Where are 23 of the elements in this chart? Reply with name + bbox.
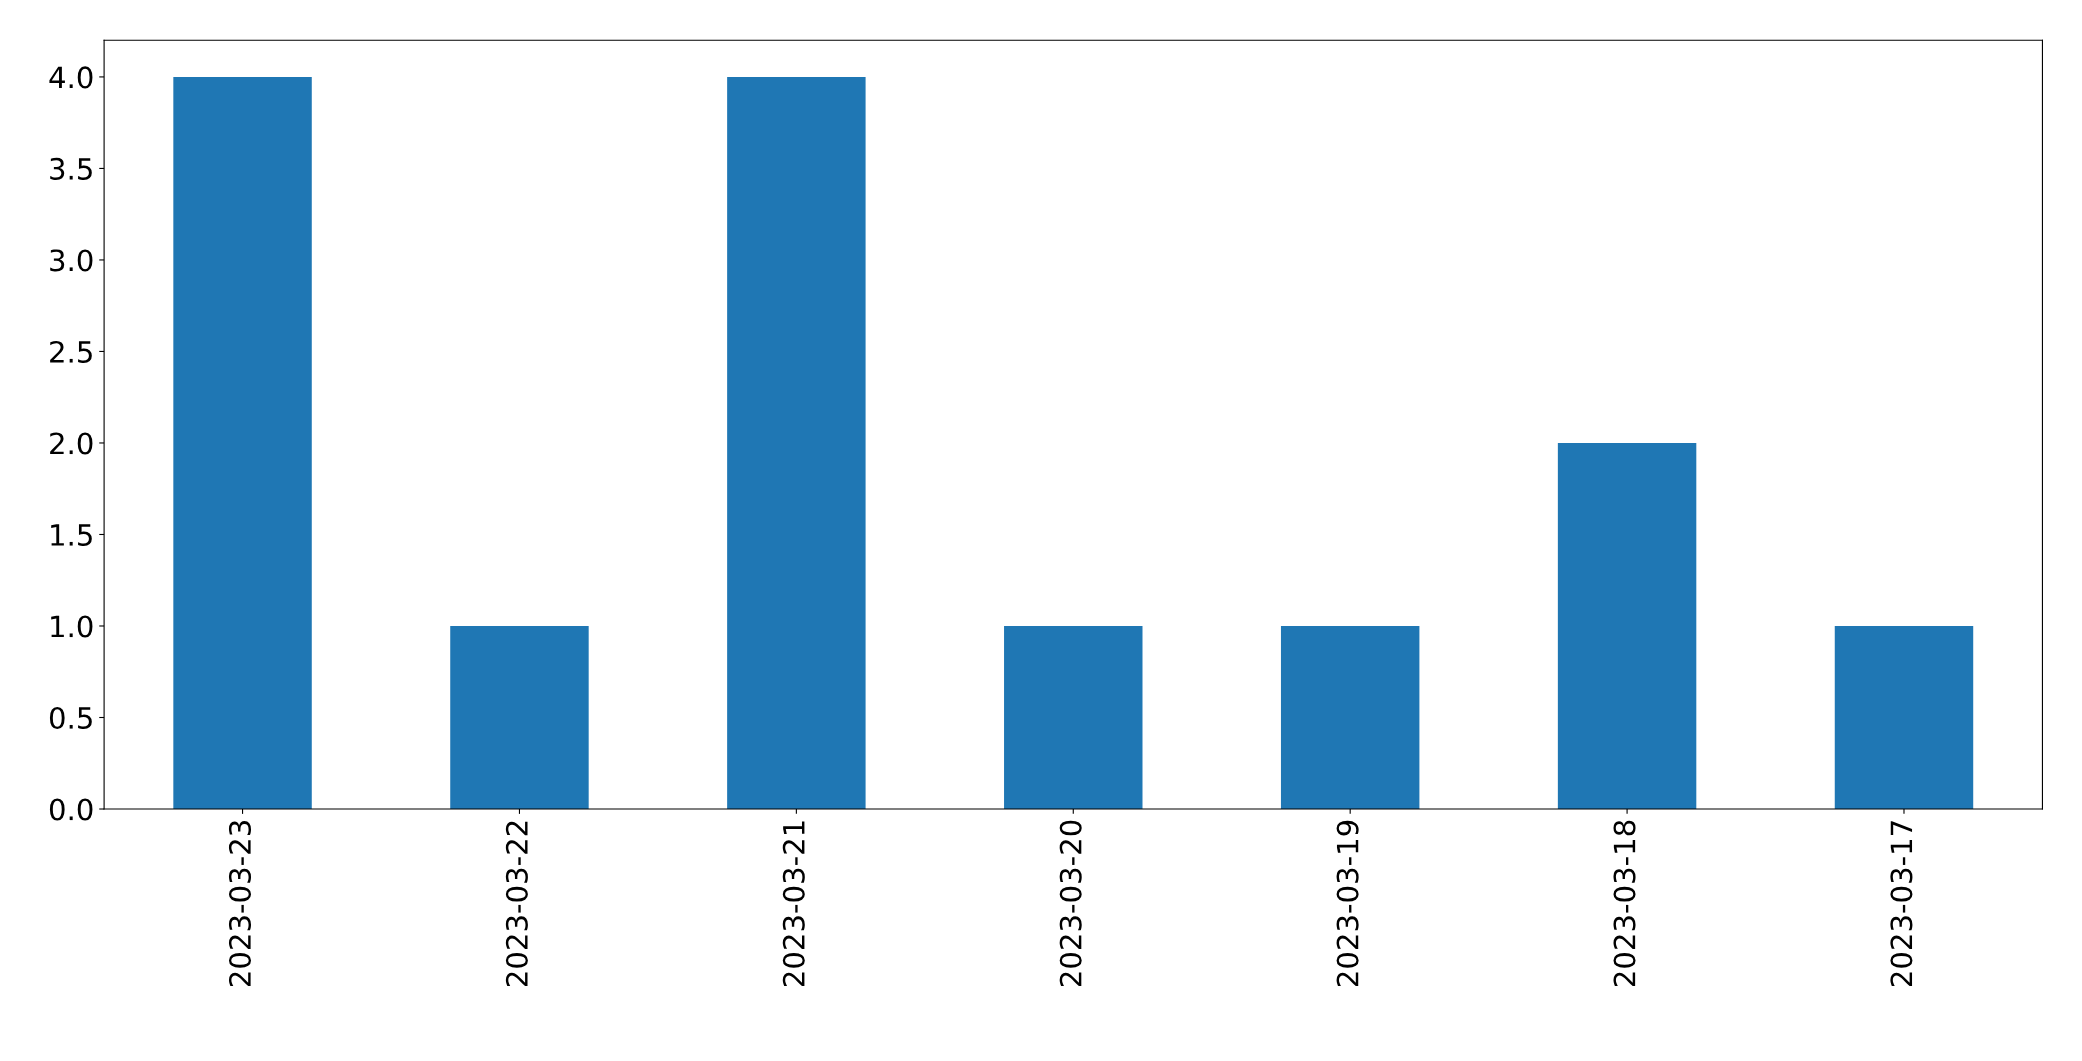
y-tick-label: 4.0 <box>49 66 93 89</box>
x-tick-label: 2023-03-17 <box>1890 821 1913 987</box>
x-tick-label: 2023-03-22 <box>505 821 528 987</box>
y-tick-label: 2.5 <box>50 340 92 363</box>
bar <box>1557 442 1697 810</box>
bar <box>1834 625 1974 810</box>
y-tick-label: 0.0 <box>49 798 93 821</box>
bar <box>1004 625 1143 810</box>
y-tick-label: 1.0 <box>51 615 93 638</box>
y-tick-label: 1.5 <box>51 524 92 546</box>
bar <box>450 625 589 810</box>
x-tick-label: 2023-03-19 <box>1336 820 1359 987</box>
y-tick-label: 3.5 <box>50 157 92 180</box>
x-tick-label: 2023-03-23 <box>228 821 252 987</box>
y-tick-label: 2.0 <box>50 432 93 455</box>
bar <box>173 76 312 810</box>
x-tick-label: 2023-03-20 <box>1059 820 1082 987</box>
x-tick-label: 2023-03-21 <box>782 821 805 987</box>
x-tick-label: 2023-03-18 <box>1613 820 1636 987</box>
bar <box>1280 625 1420 810</box>
y-tick-label: 0.5 <box>49 706 92 729</box>
y-tick-label: 3.0 <box>50 249 93 272</box>
bar <box>727 76 866 810</box>
